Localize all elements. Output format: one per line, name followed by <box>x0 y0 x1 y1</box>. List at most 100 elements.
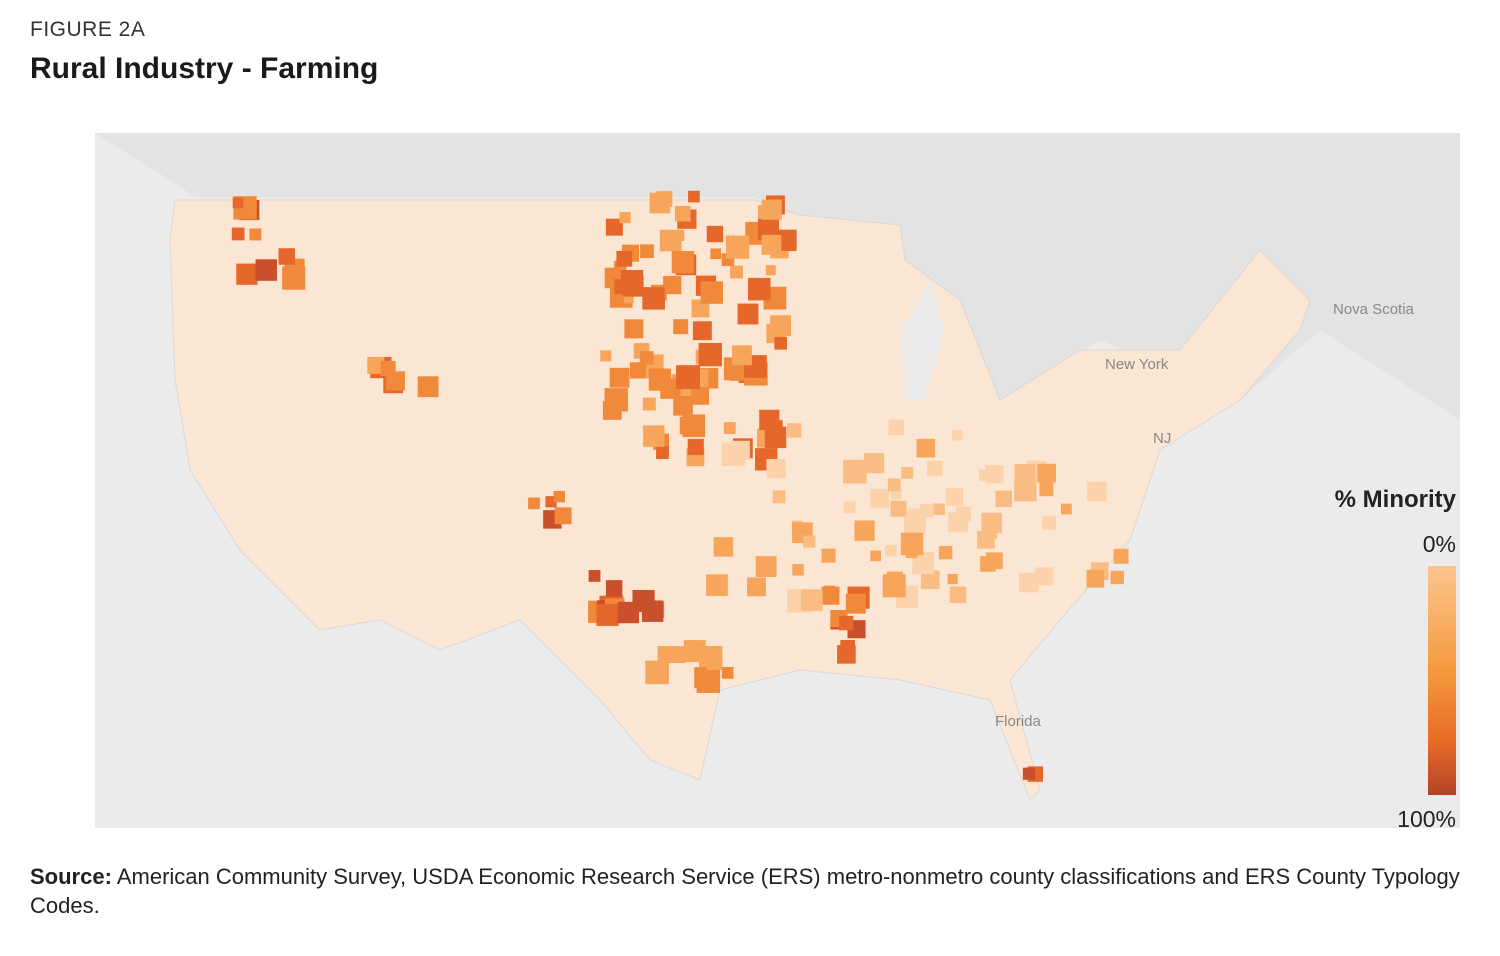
map: Nova Scotia New York Florida NJ % Minori… <box>95 133 1460 832</box>
county <box>553 490 566 503</box>
county <box>945 488 964 506</box>
county <box>600 350 612 362</box>
county <box>623 293 634 304</box>
county <box>757 218 780 241</box>
county <box>843 501 856 514</box>
source-label: Source: <box>30 864 112 889</box>
county <box>1086 569 1105 588</box>
county <box>747 277 771 301</box>
county <box>673 395 693 416</box>
county <box>617 601 640 624</box>
county <box>792 564 804 576</box>
county <box>629 362 647 379</box>
county <box>1035 567 1054 586</box>
county <box>698 342 722 367</box>
county <box>870 550 881 562</box>
county-layer <box>231 190 1129 782</box>
county <box>1113 548 1129 564</box>
county <box>978 469 991 481</box>
county <box>854 520 875 541</box>
county <box>255 259 278 281</box>
county <box>619 212 631 224</box>
county <box>1037 463 1057 483</box>
county <box>385 371 405 391</box>
county <box>919 503 934 518</box>
county <box>605 580 623 597</box>
county <box>249 228 262 241</box>
source-text: American Community Survey, USDA Economic… <box>30 864 1460 918</box>
county <box>231 227 245 241</box>
county <box>882 574 906 598</box>
county <box>688 190 700 203</box>
county <box>596 603 619 626</box>
legend-gradient <box>1428 566 1456 795</box>
map-label: Nova Scotia <box>1333 301 1415 318</box>
county <box>870 489 890 508</box>
county <box>803 535 816 548</box>
county <box>528 497 540 510</box>
county <box>668 646 686 664</box>
county <box>887 478 901 492</box>
county <box>986 528 998 540</box>
county <box>1110 570 1124 585</box>
county <box>765 265 776 276</box>
county <box>602 401 622 420</box>
county <box>643 425 665 447</box>
county <box>981 512 1002 534</box>
county <box>380 361 396 376</box>
land-canada <box>95 133 1460 420</box>
source-note: Source: American Community Survey, USDA … <box>30 862 1470 920</box>
county <box>766 458 786 479</box>
county <box>786 423 802 438</box>
county <box>232 197 244 209</box>
county <box>908 508 920 521</box>
county <box>417 376 439 398</box>
county <box>685 640 697 651</box>
county <box>729 362 748 381</box>
county <box>700 281 723 304</box>
county <box>821 548 836 563</box>
county <box>282 266 306 290</box>
county <box>687 438 704 456</box>
county <box>842 459 867 484</box>
county <box>821 586 840 605</box>
county <box>732 345 752 366</box>
county <box>890 500 907 517</box>
county <box>648 368 671 391</box>
county <box>761 234 782 255</box>
county <box>671 251 695 274</box>
county <box>774 336 788 350</box>
county <box>747 577 766 597</box>
county <box>890 488 902 500</box>
county <box>723 422 736 435</box>
county <box>947 574 958 585</box>
county <box>1061 503 1072 515</box>
county <box>1014 478 1037 502</box>
county <box>713 537 734 557</box>
county <box>278 248 296 265</box>
county <box>679 416 698 435</box>
county <box>674 205 691 222</box>
county <box>912 552 935 575</box>
county <box>641 600 664 622</box>
county <box>1042 515 1057 530</box>
county <box>710 248 722 260</box>
county <box>1018 572 1039 593</box>
county <box>839 615 854 631</box>
county <box>706 654 723 671</box>
county <box>691 299 710 318</box>
county <box>952 430 963 441</box>
county <box>916 438 936 458</box>
county <box>901 467 914 479</box>
county <box>656 446 669 460</box>
county <box>772 490 786 504</box>
county <box>623 276 644 297</box>
county <box>764 426 787 449</box>
county <box>616 250 633 267</box>
county <box>706 225 724 243</box>
county <box>721 667 734 679</box>
county <box>663 275 682 295</box>
county <box>840 639 856 655</box>
county <box>730 440 750 461</box>
county <box>642 397 656 411</box>
